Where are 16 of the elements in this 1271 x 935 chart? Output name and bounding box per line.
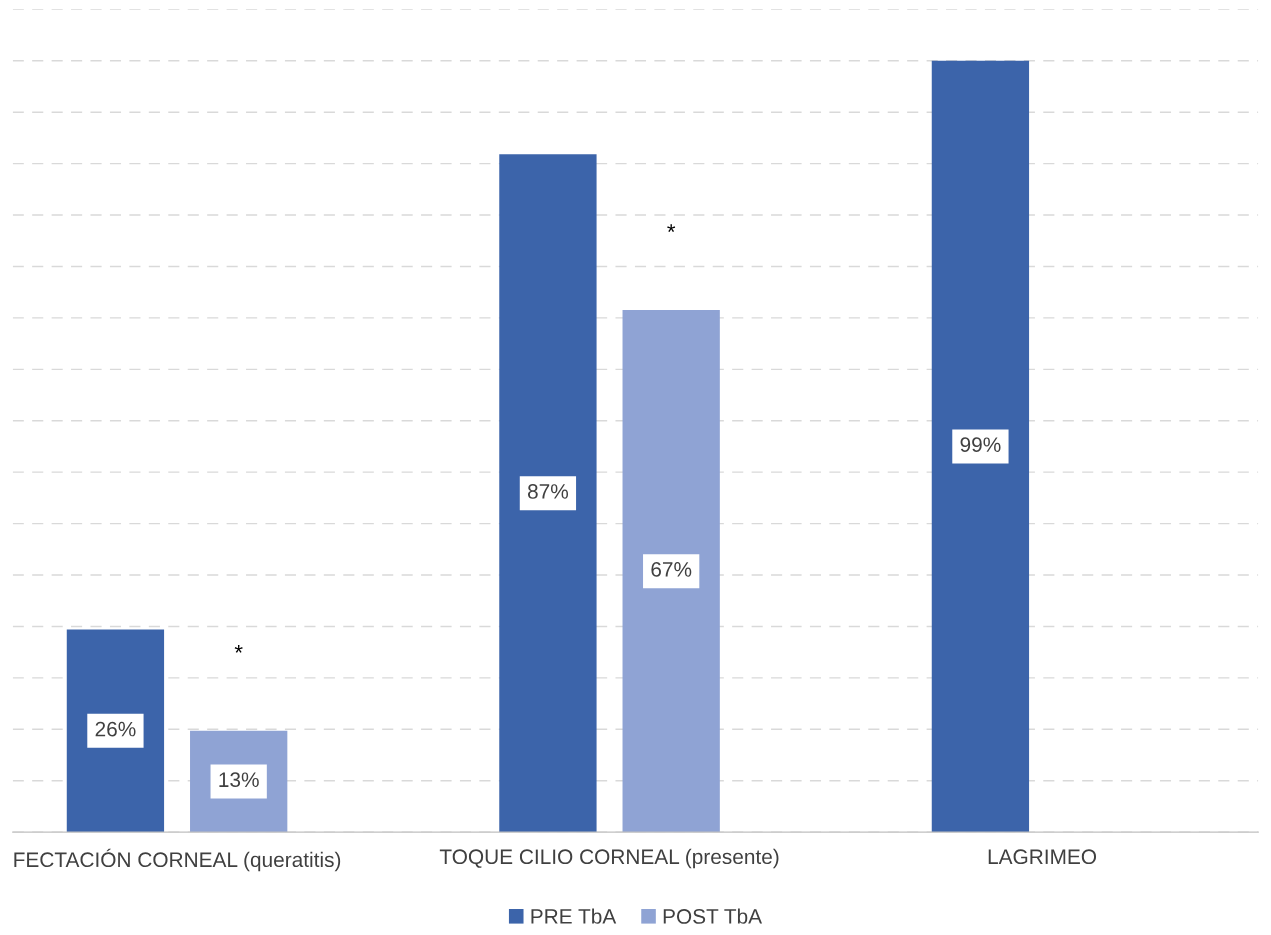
data-label: 26% (95, 721, 136, 737)
bar (499, 154, 597, 833)
x-tick-label: TOQUE CILIO CORNEAL (presente) (439, 848, 779, 869)
annotation: * (234, 644, 243, 653)
data-label: 67% (651, 561, 692, 577)
legend-label: POST TbA (663, 908, 763, 924)
bar (66, 629, 165, 833)
x-tick-label: LAGRIMEO (988, 849, 1097, 865)
data-label: 13% (219, 772, 259, 788)
bar (622, 310, 720, 833)
data-label: 99% (960, 437, 1001, 453)
legend-label: PRE TbA (531, 908, 617, 924)
annotation: * (667, 224, 676, 232)
bar (931, 60, 1030, 833)
x-tick-label: FECTACIÓN CORNEAL (queratitis) (14, 848, 341, 872)
data-label: 87% (527, 484, 569, 499)
